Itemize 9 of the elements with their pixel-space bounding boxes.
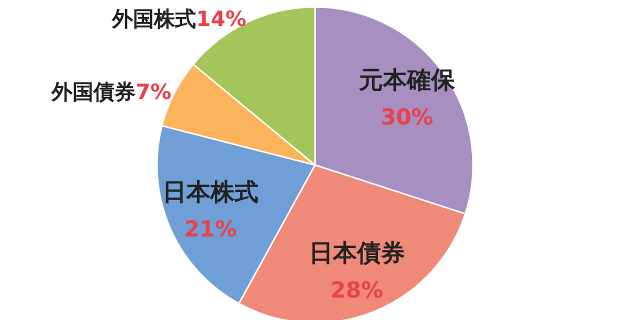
slice-label: 日本株式: [162, 178, 259, 206]
slice-label: 外国債券: [50, 80, 136, 104]
data-label: 21%: [184, 218, 237, 243]
data-label: 28%: [330, 278, 384, 304]
data-label: 14%: [196, 7, 246, 32]
data-label: 7%: [136, 80, 172, 104]
data-label: 30%: [380, 106, 434, 131]
slice-label: 日本債券: [308, 238, 405, 267]
slice-label: 外国株式: [111, 7, 196, 32]
